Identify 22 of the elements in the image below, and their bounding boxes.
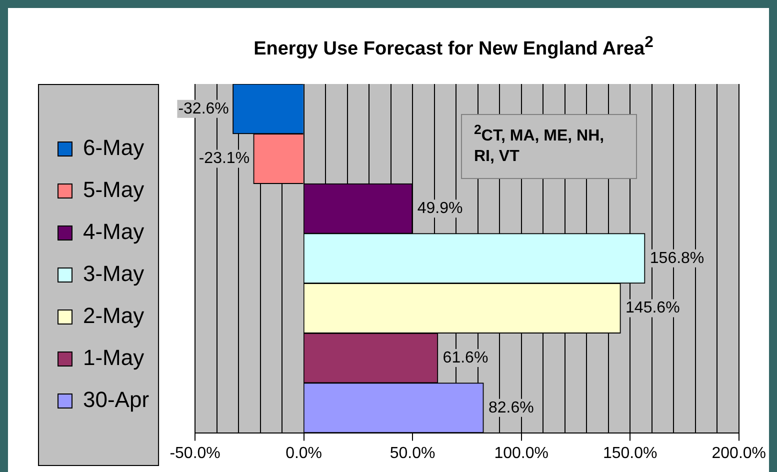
legend-label: 3-May (83, 261, 144, 286)
x-tick-label: 0.0% (286, 444, 322, 462)
x-tick-label: -50.0% (170, 444, 220, 462)
data-label: 49.9% (417, 200, 463, 217)
legend-label: 5-May (83, 177, 144, 202)
x-tick-label: 150.0% (602, 444, 658, 462)
data-label: -32.6% (178, 100, 229, 118)
data-label: 145.6% (626, 300, 680, 317)
data-label: 82.6% (488, 399, 534, 416)
legend-label: 2-May (83, 303, 144, 328)
legend-label: 30-Apr (83, 387, 150, 412)
legend-label: 6-May (83, 135, 144, 160)
x-tick-label: 200.0% (712, 444, 766, 462)
chart-title: Energy Use Forecast for New England Area$^{2}$ (252, 34, 654, 60)
data-label: 156.8% (650, 250, 704, 267)
data-label: -23.1% (198, 150, 250, 168)
annotation: $^{2}$CT, MA, ME, NH, RI, VT (461, 114, 637, 179)
x-tick-label: 100.0% (494, 444, 548, 462)
data-label: 61.6% (442, 349, 488, 366)
x-tick-label: 50.0% (390, 444, 436, 462)
legend-label: 1-May (83, 345, 144, 370)
legend-label: 4-May (83, 219, 144, 244)
